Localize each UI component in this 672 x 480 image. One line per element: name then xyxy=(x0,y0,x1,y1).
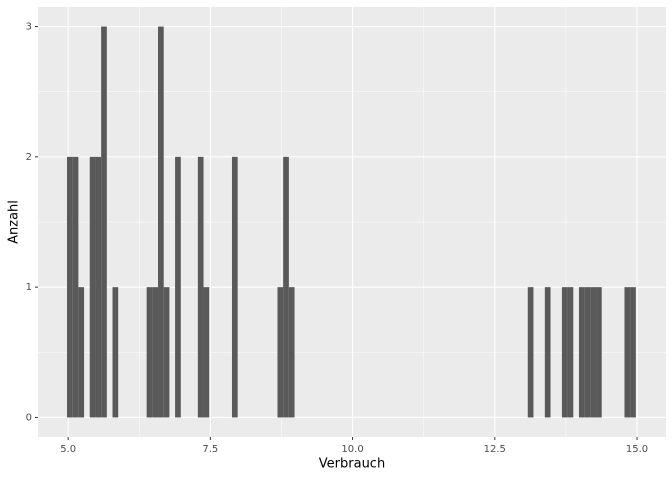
bar xyxy=(624,287,631,418)
bar xyxy=(561,287,568,418)
y-axis-title: Anzahl xyxy=(7,200,22,244)
x-tick-label: 10.0 xyxy=(341,444,363,455)
bar xyxy=(197,156,204,418)
bar xyxy=(231,156,238,418)
x-tick-label: 5.0 xyxy=(60,444,76,455)
bar xyxy=(527,287,534,418)
bar xyxy=(590,287,597,418)
bar xyxy=(89,156,96,418)
bar xyxy=(544,287,551,418)
bar xyxy=(72,156,79,418)
y-tick-label: 2 xyxy=(26,152,32,163)
bar xyxy=(112,287,119,418)
bar xyxy=(175,156,181,418)
x-axis-title: Verbrauch xyxy=(319,457,385,472)
x-tick-label: 12.5 xyxy=(484,444,506,455)
bar xyxy=(596,287,602,418)
bar xyxy=(78,287,85,418)
bar xyxy=(152,287,159,418)
bar xyxy=(146,287,153,418)
bar xyxy=(283,156,289,418)
bar xyxy=(630,287,636,418)
bar xyxy=(277,287,284,418)
y-tick-label: 0 xyxy=(26,412,32,423)
bar xyxy=(163,287,170,418)
y-tick-label: 3 xyxy=(26,22,32,33)
bar xyxy=(101,26,107,418)
bar xyxy=(567,287,574,418)
bar xyxy=(158,26,164,418)
bar xyxy=(578,287,585,418)
bar xyxy=(288,287,295,418)
x-tick-label: 7.5 xyxy=(202,444,218,455)
x-tick-label: 15.0 xyxy=(626,444,648,455)
y-tick-label: 1 xyxy=(26,282,32,293)
bar xyxy=(67,156,73,418)
bar xyxy=(95,156,102,418)
bar xyxy=(203,287,210,418)
bar xyxy=(584,287,591,418)
